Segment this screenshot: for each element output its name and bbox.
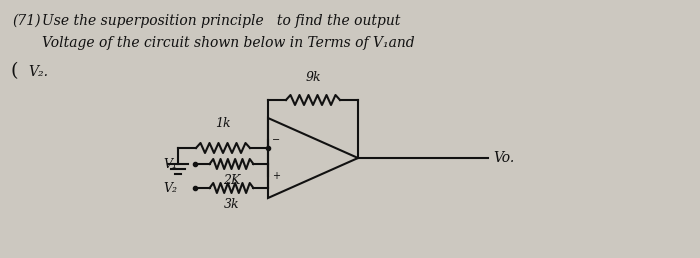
- Text: Vo.: Vo.: [493, 151, 514, 165]
- Text: 9k: 9k: [305, 71, 321, 84]
- Text: 3k: 3k: [224, 198, 239, 211]
- Text: V₂: V₂: [163, 181, 177, 195]
- Text: Use the superposition principle   to find the output: Use the superposition principle to find …: [42, 14, 400, 28]
- Text: 2K: 2K: [223, 174, 240, 187]
- Text: +: +: [272, 171, 280, 181]
- Text: −: −: [272, 135, 280, 146]
- Text: Voltage of the circuit shown below in Terms of V₁and: Voltage of the circuit shown below in Te…: [42, 36, 414, 50]
- Text: 1k: 1k: [215, 117, 231, 130]
- Text: (: (: [10, 62, 18, 80]
- Text: V₂.: V₂.: [28, 65, 48, 79]
- Text: V₁: V₁: [163, 157, 177, 171]
- Text: (71): (71): [12, 14, 41, 28]
